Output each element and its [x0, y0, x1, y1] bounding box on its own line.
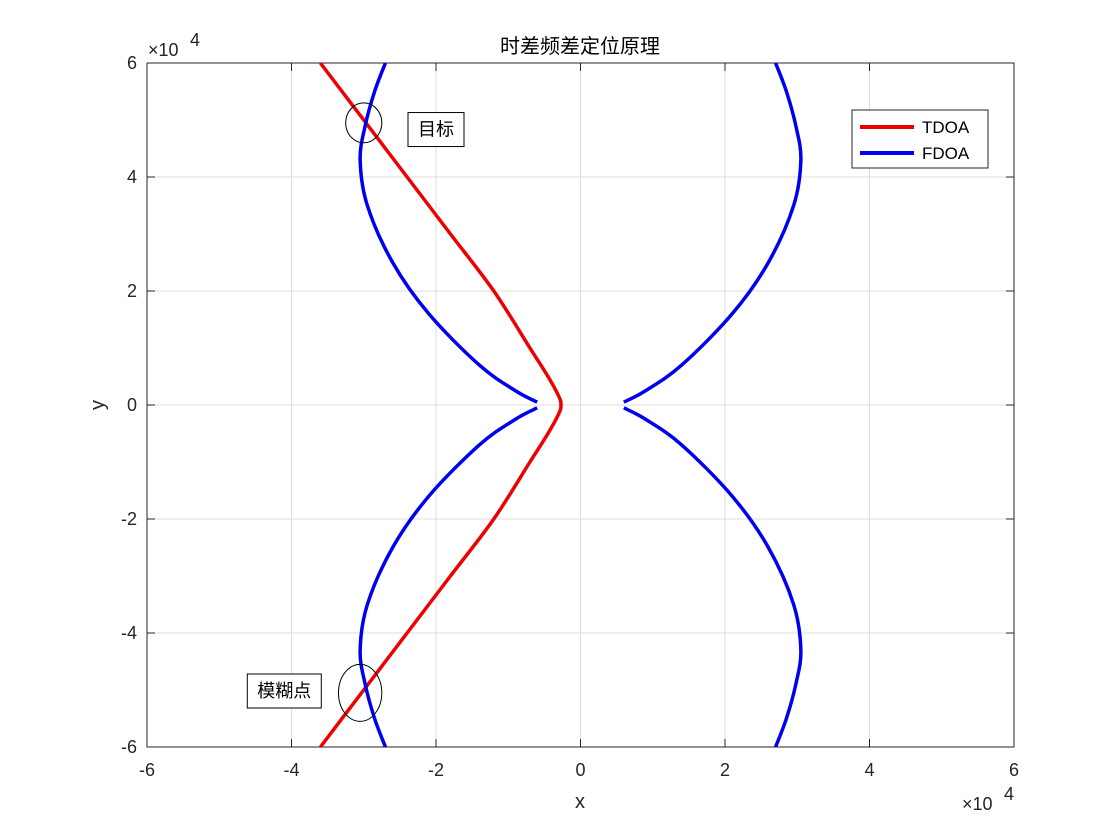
x-tick-label: 2	[720, 760, 730, 780]
x-exponent-label: ×10	[962, 794, 993, 814]
annotation-marker-1	[345, 102, 383, 144]
x-tick-label: -4	[283, 760, 299, 780]
y-tick-label: -6	[121, 737, 137, 757]
annotation-text: 目标	[418, 120, 454, 140]
y-exponent-label: ×10	[148, 40, 179, 60]
fdoa-curve-3	[623, 62, 803, 404]
x-tick-label: -6	[139, 760, 155, 780]
y-axis-label: y	[87, 400, 109, 410]
fdoa-curve-1	[358, 62, 538, 404]
y-tick-label: 6	[127, 53, 137, 73]
y-tick-label: 2	[127, 281, 137, 301]
series-layer	[319, 61, 803, 749]
fdoa-curve-4	[623, 406, 803, 748]
x-exponent: 4	[1004, 784, 1014, 804]
x-axis-label: x	[575, 791, 585, 813]
x-tick-label: 6	[1009, 760, 1019, 780]
annotation-text: 模糊点	[257, 681, 311, 701]
annotation-box	[246, 673, 322, 709]
legend-label-fdoa: FDOA	[922, 144, 970, 163]
tdoa-curve	[319, 61, 563, 749]
axes: -6 -4 -2 0 2 4 6 -6 -4 -2 0 2 4 6 ×10 4 ×10 4	[121, 30, 1019, 814]
fdoa-curve-2	[358, 406, 538, 748]
annotation-1: 目标	[407, 112, 465, 148]
legend-label-tdoa: TDOA	[922, 118, 970, 137]
y-exponent: 4	[190, 30, 200, 50]
y-tick-label: 4	[127, 167, 137, 187]
chart-title: 时差频差定位原理	[500, 35, 660, 58]
legend-box	[851, 109, 989, 169]
y-tick-label: -4	[121, 623, 137, 643]
x-tick-label: 0	[575, 760, 585, 780]
legend[interactable]: TDOA FDOA	[851, 109, 989, 169]
x-tick-label: -2	[428, 760, 444, 780]
annotation-marker-2	[337, 663, 383, 722]
x-tick-label: 4	[864, 760, 874, 780]
y-tick-label: -2	[121, 509, 137, 529]
annotation-box	[407, 112, 465, 148]
y-tick-label: 0	[127, 395, 137, 415]
annotation-2: 模糊点	[246, 673, 322, 709]
